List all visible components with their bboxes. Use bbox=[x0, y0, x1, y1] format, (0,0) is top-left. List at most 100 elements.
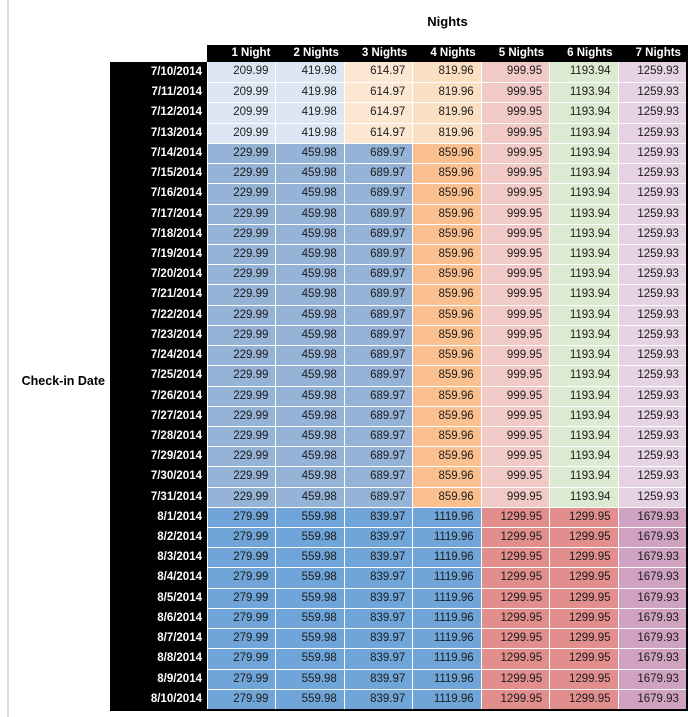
price-cell: 229.99 bbox=[207, 345, 276, 366]
price-cell: 859.96 bbox=[412, 223, 481, 244]
price-cell: 459.98 bbox=[275, 324, 344, 346]
price-cell: 1193.94 bbox=[549, 183, 618, 204]
column-header: 2 Nights bbox=[293, 47, 339, 59]
price-cell: 614.97 bbox=[343, 102, 413, 123]
date-cell: 7/10/2014 bbox=[110, 62, 207, 83]
price-cell: 839.97 bbox=[343, 547, 413, 568]
price-cell: 859.96 bbox=[412, 405, 481, 426]
price-cell: 1259.93 bbox=[617, 284, 686, 305]
price-cell: 459.98 bbox=[275, 142, 344, 164]
price-cell: 209.99 bbox=[207, 62, 276, 83]
price-cell: 689.97 bbox=[343, 264, 413, 285]
table-row: 8/10/2014 279.99 559.98 839.97 1119.96 1299.9… bbox=[110, 688, 686, 709]
price-cell: 459.98 bbox=[275, 446, 344, 467]
price-cell: 279.99 bbox=[207, 547, 276, 568]
price-cell: 1299.95 bbox=[480, 547, 550, 568]
price-cell: 689.97 bbox=[343, 365, 413, 386]
price-cell: 839.97 bbox=[343, 628, 413, 649]
date-cell: 7/16/2014 bbox=[110, 183, 207, 204]
price-cell: 459.98 bbox=[275, 466, 344, 487]
price-cell: 1299.95 bbox=[549, 628, 618, 649]
date-cell: 7/15/2014 bbox=[110, 163, 207, 184]
table-row: 8/3/2014 279.99 559.98 839.97 1119.96 1299.95… bbox=[110, 547, 686, 568]
price-cell: 1193.94 bbox=[549, 345, 618, 366]
price-cell: 1299.95 bbox=[549, 567, 618, 588]
price-cell: 1679.93 bbox=[617, 607, 686, 629]
price-cell: 229.99 bbox=[207, 304, 276, 325]
table-row: 7/24/2014 229.99 459.98 689.97 859.96 999.95 1… bbox=[110, 345, 686, 366]
price-cell: 999.95 bbox=[480, 446, 550, 467]
price-cell: 819.96 bbox=[412, 62, 481, 83]
price-cell: 1119.96 bbox=[412, 527, 481, 548]
price-cell: 1679.93 bbox=[617, 628, 686, 649]
price-cell: 689.97 bbox=[343, 304, 413, 325]
price-cell: 999.95 bbox=[480, 345, 550, 366]
price-cell: 279.99 bbox=[207, 607, 276, 629]
price-cell: 1259.93 bbox=[617, 324, 686, 346]
price-cell: 859.96 bbox=[412, 345, 481, 366]
price-cell: 999.95 bbox=[480, 284, 550, 305]
price-cell: 614.97 bbox=[343, 122, 413, 143]
price-cell: 229.99 bbox=[207, 284, 276, 305]
price-cell: 459.98 bbox=[275, 183, 344, 204]
column-header: 4 Nights bbox=[430, 47, 476, 59]
table-row: 7/18/2014 229.99 459.98 689.97 859.96 999.95 1… bbox=[110, 223, 686, 244]
price-cell: 689.97 bbox=[343, 183, 413, 204]
price-cell: 689.97 bbox=[343, 446, 413, 467]
price-cell: 1299.95 bbox=[549, 607, 618, 629]
price-cell: 689.97 bbox=[343, 243, 413, 265]
price-cell: 459.98 bbox=[275, 385, 344, 406]
table-title: Nights bbox=[427, 14, 468, 29]
price-cell: 859.96 bbox=[412, 446, 481, 467]
table-row: 7/25/2014 229.99 459.98 689.97 859.96 999.95 1… bbox=[110, 365, 686, 386]
price-cell: 1299.95 bbox=[480, 607, 550, 629]
price-cell: 1193.94 bbox=[549, 223, 618, 244]
price-cell: 459.98 bbox=[275, 365, 344, 386]
price-cell: 999.95 bbox=[480, 142, 550, 164]
date-cell: 8/10/2014 bbox=[110, 688, 207, 709]
table-row: 7/10/2014 209.99 419.98 614.97 819.96 999.95 1… bbox=[110, 62, 686, 83]
price-cell: 1193.94 bbox=[549, 62, 618, 83]
price-cell: 999.95 bbox=[480, 486, 550, 507]
date-cell: 7/28/2014 bbox=[110, 425, 207, 447]
price-cell: 839.97 bbox=[343, 527, 413, 548]
price-cell: 1299.95 bbox=[480, 527, 550, 548]
table-row: 7/23/2014 229.99 459.98 689.97 859.96 999.95 1… bbox=[110, 324, 686, 346]
pane-divider-line bbox=[7, 0, 9, 717]
price-cell: 999.95 bbox=[480, 163, 550, 184]
price-cell: 1259.93 bbox=[617, 183, 686, 204]
date-cell: 7/22/2014 bbox=[110, 304, 207, 325]
table-row: 8/5/2014 279.99 559.98 839.97 1119.96 1299.95… bbox=[110, 587, 686, 608]
price-cell: 1193.94 bbox=[549, 102, 618, 123]
table-row: 8/2/2014 279.99 559.98 839.97 1119.96 1299.95… bbox=[110, 527, 686, 548]
date-cell: 7/17/2014 bbox=[110, 203, 207, 224]
table-row: 8/7/2014 279.99 559.98 839.97 1119.96 1299.95… bbox=[110, 628, 686, 649]
date-cell: 7/23/2014 bbox=[110, 324, 207, 346]
table-row: 8/4/2014 279.99 559.98 839.97 1119.96 1299.95… bbox=[110, 567, 686, 588]
column-header: 1 Night bbox=[231, 47, 271, 59]
price-cell: 229.99 bbox=[207, 446, 276, 467]
price-cell: 689.97 bbox=[343, 163, 413, 184]
price-cell: 1299.95 bbox=[480, 506, 550, 528]
price-cell: 689.97 bbox=[343, 405, 413, 426]
price-cell: 229.99 bbox=[207, 466, 276, 487]
price-cell: 1193.94 bbox=[549, 122, 618, 143]
date-cell: 8/8/2014 bbox=[110, 648, 207, 669]
price-cell: 229.99 bbox=[207, 425, 276, 447]
price-cell: 559.98 bbox=[275, 587, 344, 608]
price-cell: 999.95 bbox=[480, 466, 550, 487]
date-cell: 8/2/2014 bbox=[110, 527, 207, 548]
price-cell: 279.99 bbox=[207, 506, 276, 528]
price-cell: 1119.96 bbox=[412, 587, 481, 608]
price-cell: 1193.94 bbox=[549, 446, 618, 467]
price-cell: 1299.95 bbox=[549, 688, 618, 709]
table-row: 8/6/2014 279.99 559.98 839.97 1119.96 1299.95… bbox=[110, 607, 686, 629]
price-cell: 999.95 bbox=[480, 82, 550, 103]
date-cell: 8/6/2014 bbox=[110, 607, 207, 629]
price-cell: 689.97 bbox=[343, 142, 413, 164]
price-cell: 1299.95 bbox=[549, 587, 618, 608]
price-cell: 1119.96 bbox=[412, 547, 481, 568]
date-cell: 7/21/2014 bbox=[110, 284, 207, 305]
price-cell: 1299.95 bbox=[480, 668, 550, 689]
price-cell: 459.98 bbox=[275, 345, 344, 366]
